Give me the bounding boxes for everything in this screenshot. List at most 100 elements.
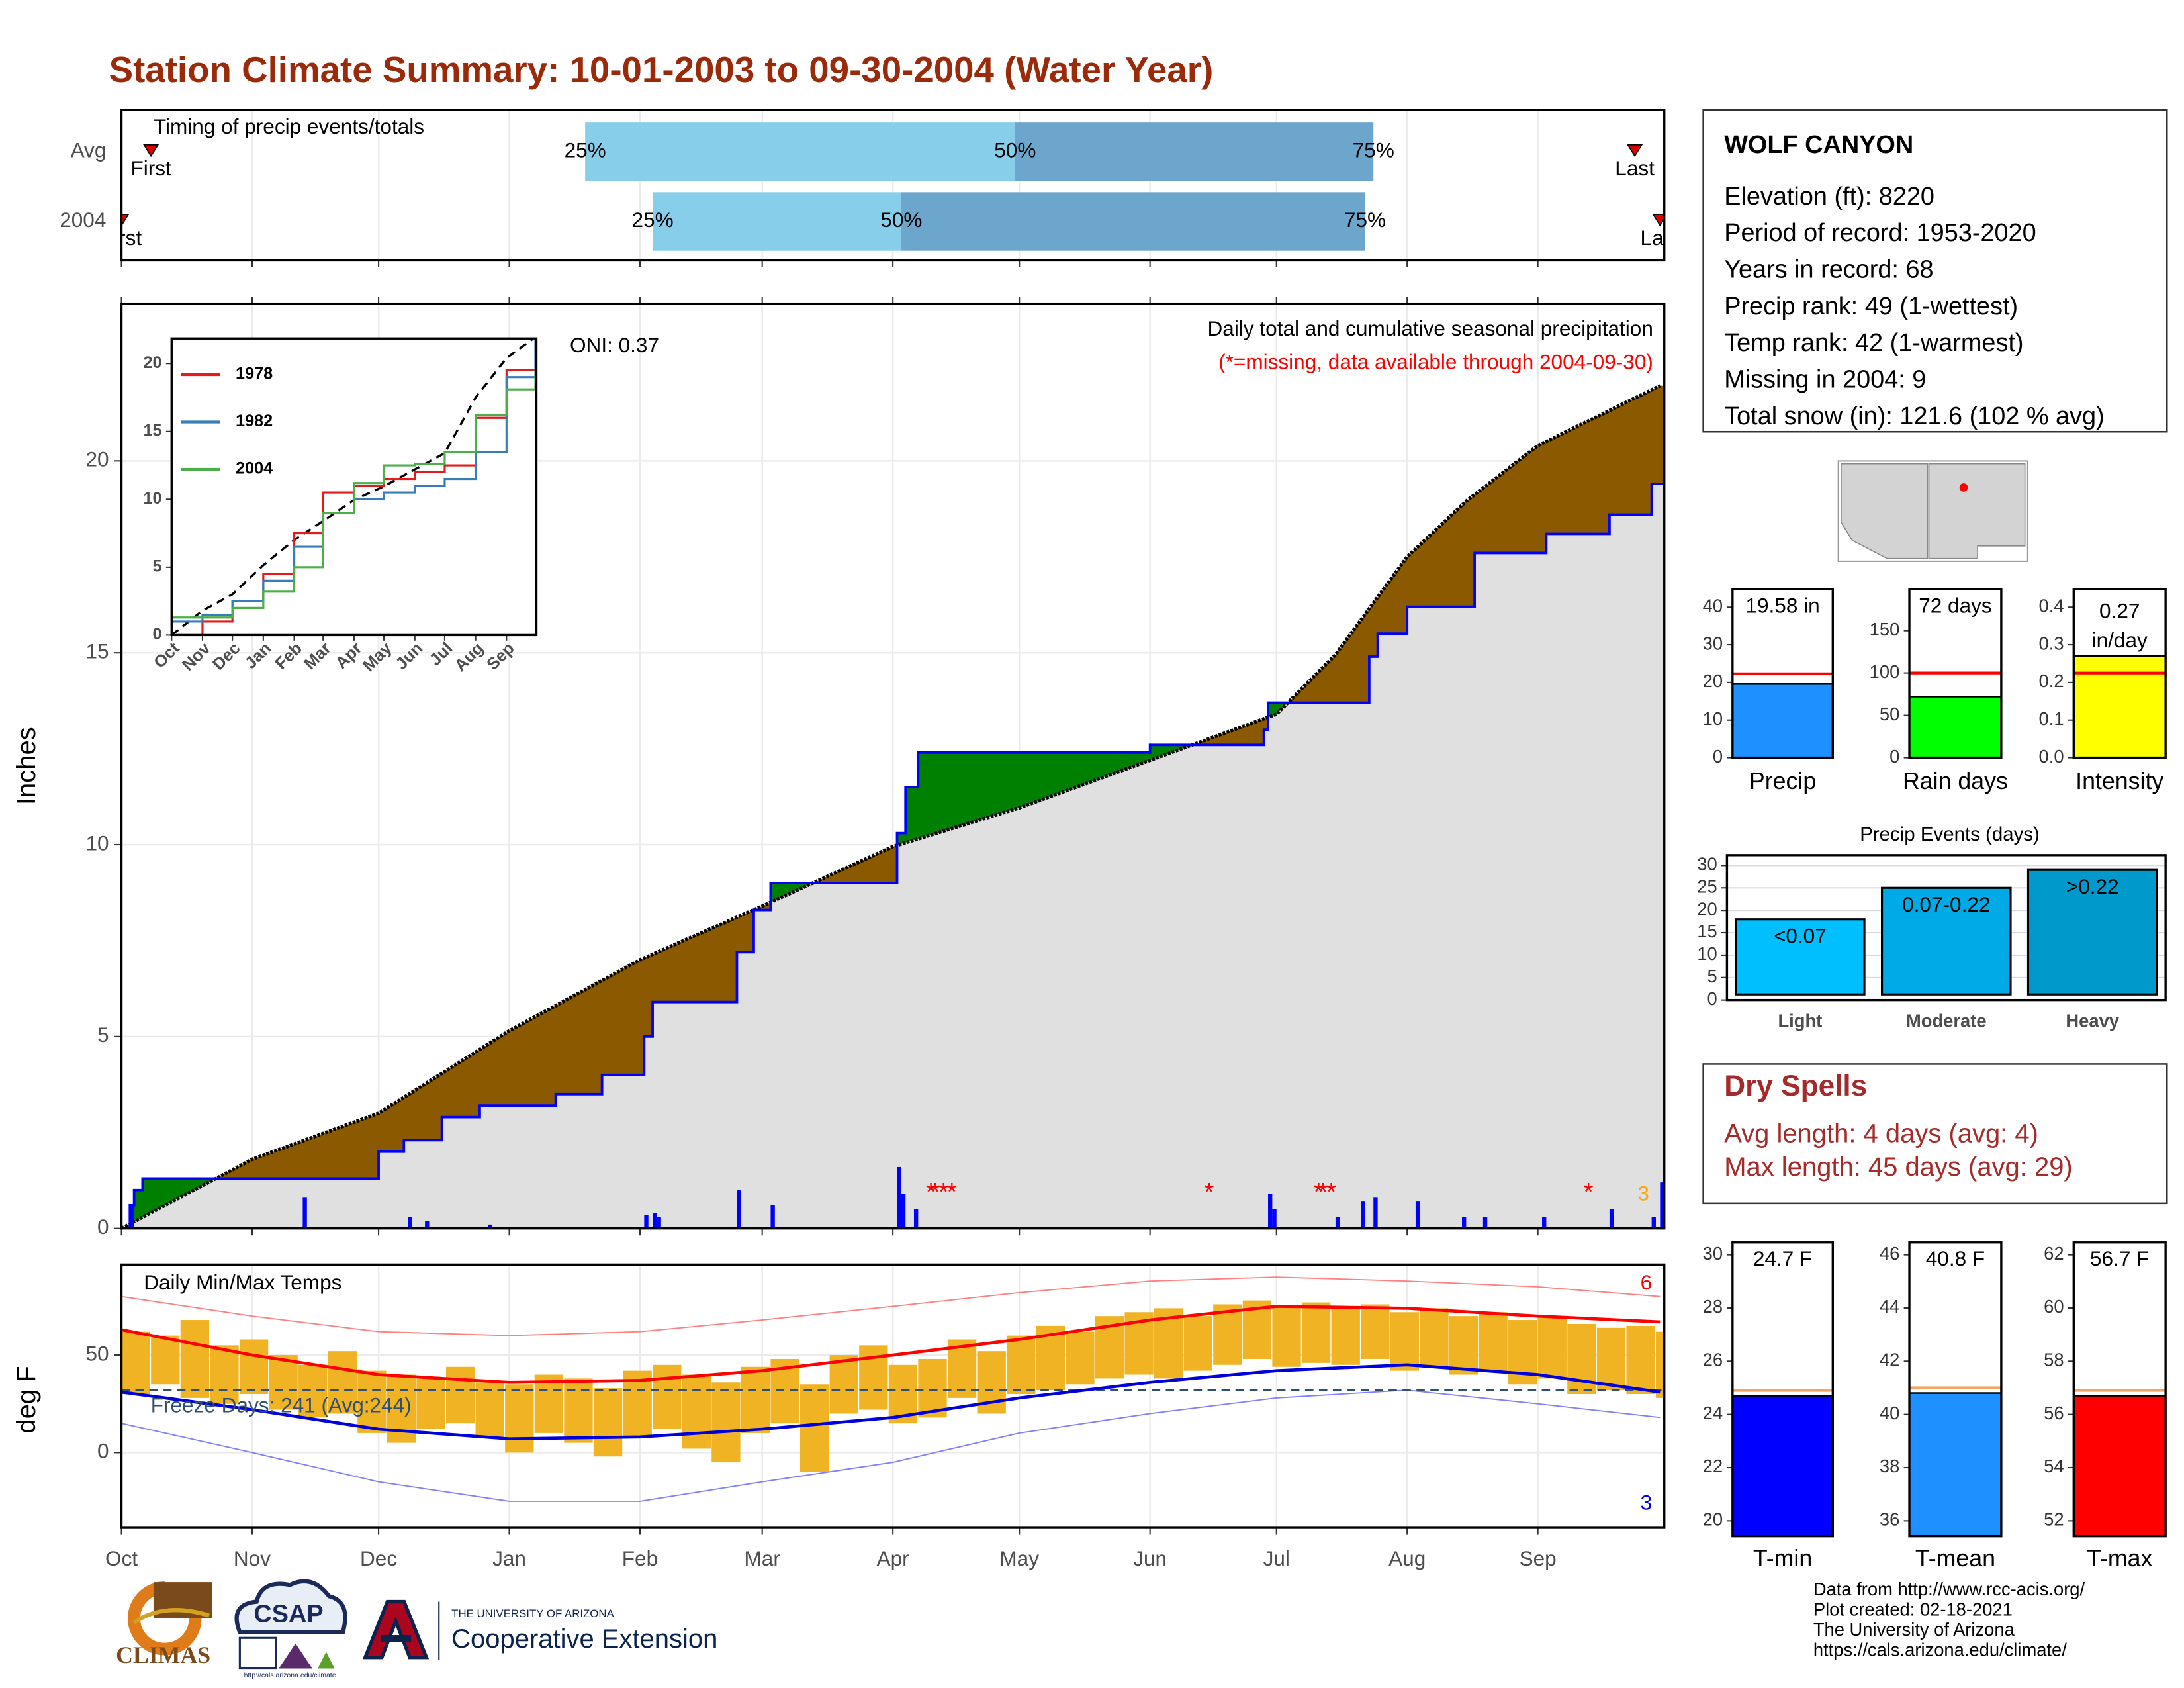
missing-marker: * [1204,1178,1214,1206]
credit-line: Data from http://www.rcc-acis.org/ [1813,1579,2085,1599]
temp-range-bar [711,1382,741,1463]
category-label: T-mean [1915,1545,1995,1571]
daily-precip-bar [644,1215,649,1229]
daily-precip-bar [1609,1209,1614,1229]
event-marker [143,144,159,158]
temp-range-bar [1390,1312,1420,1371]
base-area [121,484,1664,1229]
dry-spells-line: Avg length: 4 days (avg: 4) [1724,1119,2038,1148]
csap-text: CSAP [253,1601,323,1628]
summary-bar [2073,1395,2167,1537]
x-tick-label: Jul [426,639,457,669]
temp-range-bar [1655,1331,1664,1398]
event-bar [1880,886,2012,996]
temp-range-bar [1449,1316,1479,1375]
y-tick-label: 20 [1697,898,1717,919]
station-line: Temp rank: 42 (1-warmest) [1724,329,2023,357]
temp-range-bar [475,1382,504,1437]
value-label: 0.27 in/day [2092,599,2148,652]
temp-range-bar [328,1351,357,1414]
temp-range-bar [829,1355,858,1414]
y-tick-label: 40 [1703,595,1723,616]
missing-marker: * [930,1178,940,1206]
event-label: First [130,156,171,180]
category-label: Precip [1749,768,1816,794]
x-tick-label: Aug [1388,1546,1426,1570]
daily-precip-bar [657,1217,661,1229]
station-line: Years in record: 68 [1724,256,1933,283]
y-tick-label: 0 [1889,746,1899,767]
legend-label: 1982 [236,412,273,430]
temp-range-bar [151,1335,180,1385]
y-tick-label: 5 [1707,966,1717,986]
average-line [121,384,1661,1229]
record-max-line [121,1276,1661,1336]
value-label: 24.7 F [1753,1246,1812,1270]
temp-range-bar [239,1339,269,1394]
y-tick-label: 26 [1703,1350,1723,1370]
temp-range-bar [682,1374,711,1449]
y-tick-label: 100 [1870,661,1900,682]
summary-frame [1731,1241,1834,1538]
temp-range-bar [416,1378,445,1429]
summary-bar [1908,696,2003,759]
x-tick-label: May [999,1546,1039,1570]
station-line: Total snow (in): 121.6 (102 % avg) [1724,402,2104,430]
value-label: 56.7 F [2090,1246,2149,1270]
value-label: 19.58 in [1745,594,1819,618]
x-tick-label: Oct [150,639,183,672]
summary-frame [1908,588,2003,759]
x-tick-label: Apr [877,1546,909,1570]
y-tick-label: 60 [2044,1296,2064,1317]
temp-range-bar [1066,1331,1095,1385]
missing-marker: * [1584,1178,1594,1206]
y-tick-label: 0 [97,1215,109,1239]
daily-precip-bar [913,1209,919,1229]
summary-frame [2072,588,2167,759]
x-tick-label: Feb [622,1546,658,1570]
temp-range-bar [1213,1304,1242,1365]
cumulative-plot: **** * *** * [121,384,1664,1229]
daily-precip-bar [302,1197,307,1229]
y-tick-label: 56 [2044,1403,2064,1423]
temp-range-bar [505,1384,534,1453]
ua-text: THE UNIVERSITY OF ARIZONA [451,1607,614,1620]
bar-label: 0.07-0.22 [1902,892,1990,916]
daily-precip-bar [1415,1201,1420,1229]
temp-range-bar [534,1374,564,1433]
y-tick-label: 22 [1703,1456,1723,1476]
category-label: T-max [2087,1545,2152,1571]
bar-label: <0.07 [1774,923,1827,947]
bar-label: >0.22 [2066,874,2119,898]
missing-marker: * [1314,1178,1324,1206]
y-tick-label: 20 [86,447,109,471]
temp-range-bar [1479,1312,1508,1371]
missing-marker: * [1318,1178,1328,1206]
daily-precip-bar [653,1213,657,1229]
y-tick-label: 20 [1703,671,1723,691]
value-label: 72 days [1919,594,1992,618]
x-tick-label: Mar [300,639,335,673]
missing-marker: * [926,1178,936,1206]
temp-range-bar [445,1366,475,1424]
percentile-label: 25% [565,138,606,162]
temperature-plot [121,1276,1664,1502]
event-marker [121,214,130,227]
summary-frame [2072,1241,2167,1538]
y-tick-label: 40 [1880,1403,1899,1423]
y-tick-label: 24 [1703,1403,1723,1423]
event-label: First [101,226,142,250]
summary-frame [1731,588,1834,759]
daily-precip-bar [1542,1217,1547,1229]
y-tick-label: 0.3 [2039,633,2064,653]
legend-label: 1978 [236,365,273,383]
y-tick-label: 0 [97,1439,109,1463]
daily-precip-bar [1373,1197,1378,1229]
daily-precip-bar [1335,1217,1340,1229]
daily-precip-bar [408,1217,413,1229]
daily-precip-bar [737,1190,741,1229]
y-tick-label: 62 [2044,1243,2064,1264]
percentile-label: 75% [1344,208,1386,232]
y-tick-label: 10 [143,489,161,508]
avg-min-line [121,1363,1661,1441]
